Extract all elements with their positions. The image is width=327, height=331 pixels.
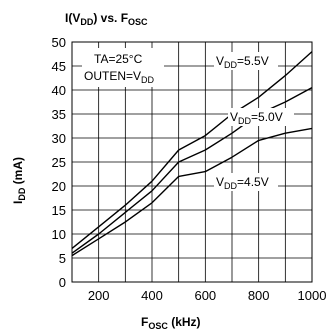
x-tick-label: 1000 bbox=[298, 288, 327, 303]
conditions-box bbox=[82, 48, 164, 87]
y-axis-title: IDD (mA) bbox=[11, 157, 27, 204]
y-tick-label: 50 bbox=[52, 35, 66, 50]
y-tick-label: 35 bbox=[52, 107, 66, 122]
x-tick-label: 600 bbox=[194, 288, 216, 303]
y-tick-label: 15 bbox=[52, 203, 66, 218]
x-axis-title: FOSC (kHz) bbox=[141, 315, 201, 331]
x-tick-label: 200 bbox=[88, 288, 110, 303]
y-tick-label: 5 bbox=[59, 251, 66, 266]
series-label-5-5v: VDD=5.5V bbox=[216, 54, 269, 70]
y-tick-label: 40 bbox=[52, 83, 66, 98]
y-tick-label: 25 bbox=[52, 155, 66, 170]
condition-outen: OUTEN=VDD bbox=[84, 69, 155, 85]
chart-title: I(VDD) vs. FOSC bbox=[65, 11, 148, 27]
condition-ta: TA=25°C bbox=[94, 52, 143, 66]
x-tick-label: 400 bbox=[141, 288, 163, 303]
series-label-bg-4-5v bbox=[214, 173, 278, 191]
x-tick-label: 800 bbox=[248, 288, 270, 303]
series-label-4-5v: VDD=4.5V bbox=[216, 175, 269, 191]
y-tick-labels: 0 5 10 15 20 25 30 35 40 45 50 bbox=[52, 35, 66, 290]
series-line-vdd-4-5v bbox=[71, 127, 313, 257]
y-tick-label: 0 bbox=[59, 275, 66, 290]
series-label-bg-5-5v bbox=[214, 52, 278, 70]
series-label-5-0v: VDD=5.0V bbox=[230, 110, 283, 126]
y-tick-label: 20 bbox=[52, 179, 66, 194]
series-label-bg-5-0v bbox=[228, 108, 294, 126]
series-line-vdd-5-5v bbox=[71, 51, 313, 249]
plot-frame bbox=[71, 41, 313, 283]
x-tick-labels: 200 400 600 800 1000 bbox=[88, 288, 327, 303]
y-tick-label: 45 bbox=[52, 59, 66, 74]
grid bbox=[72, 42, 312, 282]
y-tick-label: 10 bbox=[52, 227, 66, 242]
y-tick-label: 30 bbox=[52, 131, 66, 146]
